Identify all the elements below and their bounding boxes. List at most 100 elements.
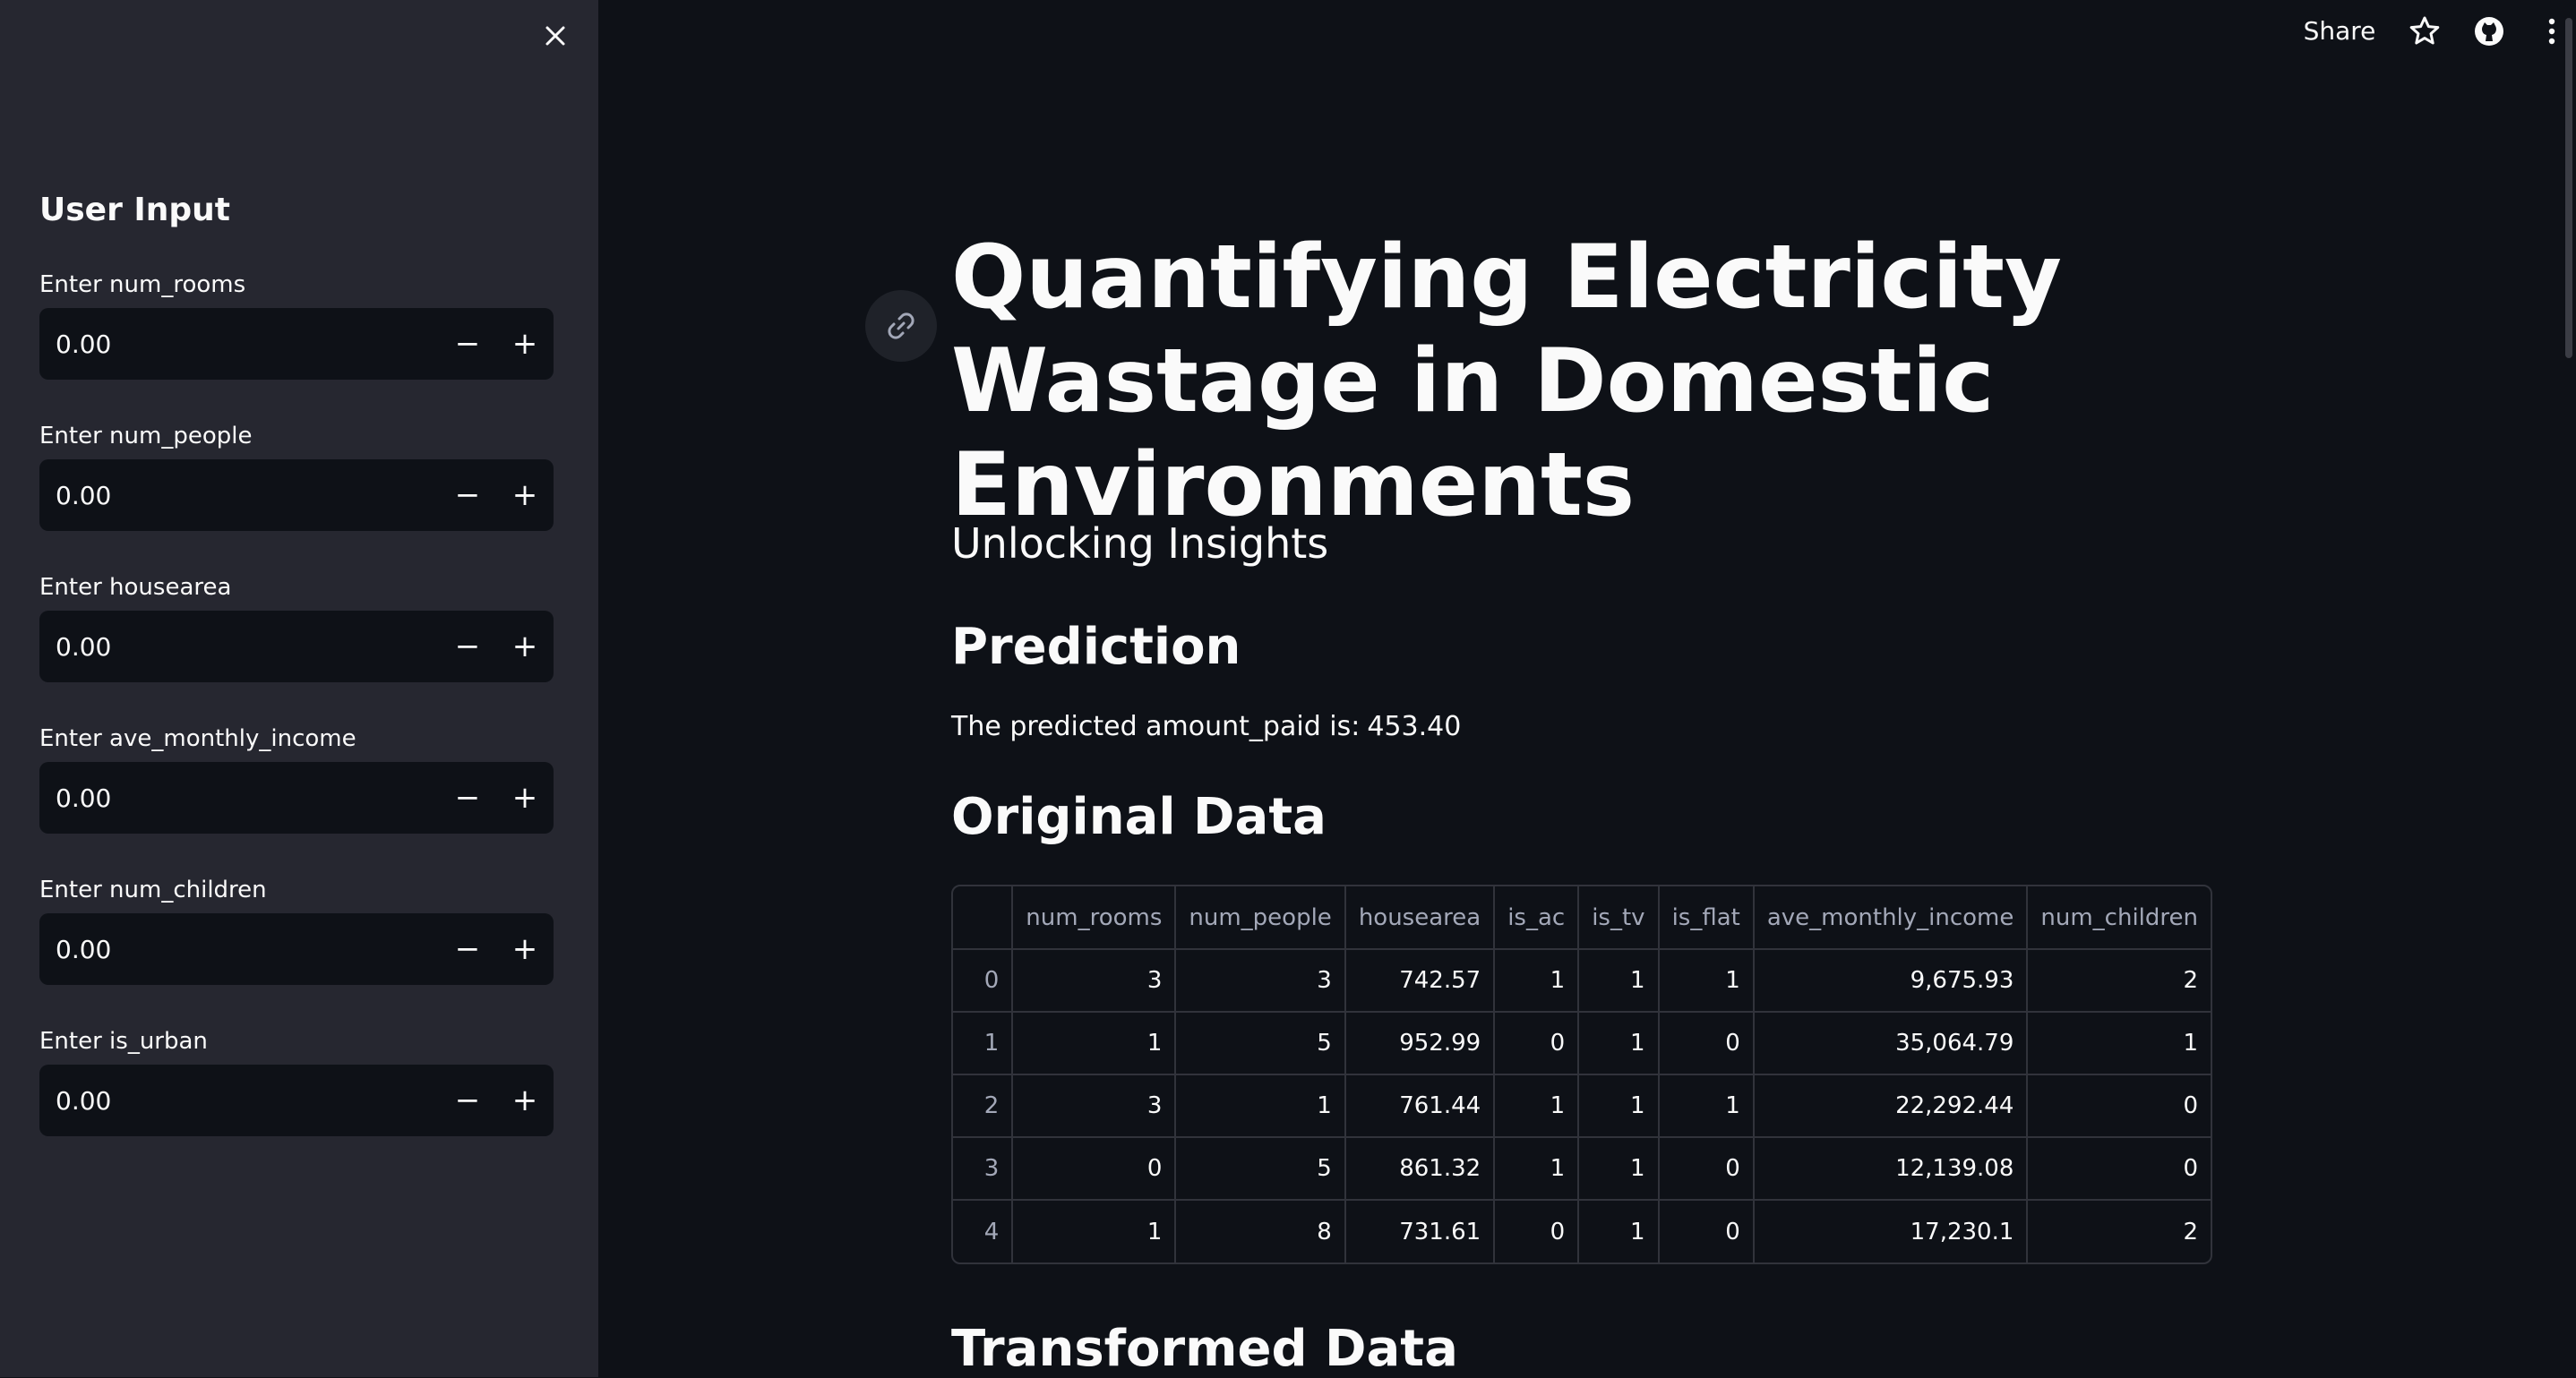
star-button[interactable] [2406, 13, 2443, 50]
row-index: 1 [953, 1012, 1014, 1075]
cell-is-tv[interactable]: 1 [1578, 1137, 1660, 1201]
cell-is-flat[interactable]: 0 [1658, 1012, 1755, 1075]
cell-ave-monthly-income[interactable]: 12,139.08 [1753, 1137, 2029, 1201]
table-row: 4 1 8 731.61 0 1 0 17,230.1 2 [953, 1200, 2211, 1262]
column-header-ave-monthly-income[interactable]: ave_monthly_income [1753, 886, 2029, 950]
cell-is-ac[interactable]: 1 [1494, 1137, 1580, 1201]
ave-monthly-income-increment-button[interactable]: + [511, 780, 538, 816]
ave-monthly-income-decrement-button[interactable]: − [454, 780, 481, 816]
field-ave-monthly-income: Enter ave_monthly_income − + [39, 721, 554, 834]
num-people-input[interactable] [39, 459, 439, 531]
ave-monthly-income-input-group: − + [39, 762, 554, 834]
prediction-heading: Prediction [951, 618, 1241, 676]
num-children-increment-button[interactable]: + [511, 931, 538, 967]
cell-num-people[interactable]: 3 [1175, 949, 1346, 1013]
cell-is-ac[interactable]: 0 [1494, 1012, 1580, 1075]
more-vertical-icon [2548, 18, 2555, 45]
row-index: 4 [953, 1200, 1014, 1262]
cell-num-children[interactable]: 1 [2027, 1012, 2211, 1075]
more-menu-button[interactable] [2533, 13, 2571, 50]
cell-housearea[interactable]: 761.44 [1344, 1074, 1496, 1138]
cell-num-rooms[interactable]: 0 [1012, 1137, 1177, 1201]
page-subtitle: Unlocking Insights [951, 519, 1329, 568]
app-header: Share [598, 0, 2576, 72]
cell-num-children[interactable]: 2 [2027, 949, 2211, 1013]
cell-ave-monthly-income[interactable]: 22,292.44 [1753, 1074, 2029, 1138]
star-icon [2409, 16, 2440, 45]
column-header-housearea[interactable]: housearea [1344, 886, 1496, 950]
field-label: Enter num_children [39, 877, 267, 903]
cell-is-flat[interactable]: 1 [1658, 949, 1755, 1013]
share-button[interactable]: Share [2303, 16, 2376, 46]
cell-housearea[interactable]: 861.32 [1344, 1137, 1496, 1201]
cell-ave-monthly-income[interactable]: 17,230.1 [1753, 1200, 2029, 1262]
num-children-decrement-button[interactable]: − [454, 931, 481, 967]
close-sidebar-button[interactable] [537, 18, 573, 54]
column-header-num-rooms[interactable]: num_rooms [1012, 886, 1177, 950]
num-children-input[interactable] [39, 913, 439, 985]
page-title: Quantifying Electricity Wastage in Domes… [951, 227, 2062, 536]
table-header-row: num_rooms num_people housearea is_ac is_… [953, 886, 2211, 950]
scrollbar-thumb[interactable] [2565, 18, 2572, 358]
field-label: Enter is_urban [39, 1028, 208, 1055]
cell-is-flat[interactable]: 0 [1658, 1137, 1755, 1201]
column-header-num-children[interactable]: num_children [2027, 886, 2211, 950]
is-urban-input[interactable] [39, 1065, 439, 1136]
cell-is-flat[interactable]: 1 [1658, 1074, 1755, 1138]
github-button[interactable] [2470, 13, 2508, 50]
cell-is-tv[interactable]: 1 [1578, 1012, 1660, 1075]
row-index: 0 [953, 949, 1014, 1013]
cell-housearea[interactable]: 742.57 [1344, 949, 1496, 1013]
is-urban-input-group: − + [39, 1065, 554, 1136]
housearea-increment-button[interactable]: + [511, 629, 538, 664]
housearea-input-group: − + [39, 611, 554, 682]
row-index: 2 [953, 1074, 1014, 1138]
cell-housearea[interactable]: 731.61 [1344, 1200, 1496, 1262]
cell-is-tv[interactable]: 1 [1578, 949, 1660, 1013]
num-people-increment-button[interactable]: + [511, 477, 538, 513]
cell-num-children[interactable]: 0 [2027, 1137, 2211, 1201]
original-data-table[interactable]: num_rooms num_people housearea is_ac is_… [951, 885, 2212, 1264]
cell-is-flat[interactable]: 0 [1658, 1200, 1755, 1262]
cell-num-people[interactable]: 5 [1175, 1137, 1346, 1201]
cell-num-people[interactable]: 5 [1175, 1012, 1346, 1075]
prediction-text: The predicted amount_paid is: 453.40 [951, 711, 1461, 742]
cell-is-ac[interactable]: 0 [1494, 1200, 1580, 1262]
num-rooms-decrement-button[interactable]: − [454, 326, 481, 362]
cell-is-ac[interactable]: 1 [1494, 1074, 1580, 1138]
table-row: 1 1 5 952.99 0 1 0 35,064.79 1 [953, 1012, 2211, 1075]
housearea-decrement-button[interactable]: − [454, 629, 481, 664]
cell-num-people[interactable]: 1 [1175, 1074, 1346, 1138]
github-icon [2475, 17, 2503, 46]
cell-is-tv[interactable]: 1 [1578, 1200, 1660, 1262]
sidebar-title: User Input [39, 192, 230, 228]
column-header-is-ac[interactable]: is_ac [1494, 886, 1580, 950]
cell-is-tv[interactable]: 1 [1578, 1074, 1660, 1138]
cell-num-rooms[interactable]: 1 [1012, 1200, 1177, 1262]
cell-num-children[interactable]: 2 [2183, 1218, 2198, 1245]
title-anchor-link[interactable] [865, 290, 937, 362]
housearea-input[interactable] [39, 611, 439, 682]
main-scrollbar[interactable] [2563, 0, 2576, 1377]
cell-ave-monthly-income[interactable]: 35,064.79 [1753, 1012, 2029, 1075]
cell-num-children[interactable]: 0 [2027, 1074, 2211, 1138]
cell-num-rooms[interactable]: 3 [1012, 1074, 1177, 1138]
cell-ave-monthly-income[interactable]: 9,675.93 [1753, 949, 2029, 1013]
cell-num-people[interactable]: 8 [1175, 1200, 1346, 1262]
column-header-is-flat[interactable]: is_flat [1658, 886, 1755, 950]
column-header-num-people[interactable]: num_people [1175, 886, 1346, 950]
num-people-decrement-button[interactable]: − [454, 477, 481, 513]
field-label: Enter num_people [39, 423, 253, 449]
cell-is-ac[interactable]: 1 [1494, 949, 1580, 1013]
row-index: 3 [953, 1137, 1014, 1201]
ave-monthly-income-input[interactable] [39, 762, 439, 834]
cell-num-rooms[interactable]: 3 [1012, 949, 1177, 1013]
num-rooms-increment-button[interactable]: + [511, 326, 538, 362]
is-urban-decrement-button[interactable]: − [454, 1083, 481, 1118]
column-header-is-tv[interactable]: is_tv [1578, 886, 1660, 950]
num-rooms-input[interactable] [39, 308, 439, 380]
num-people-input-group: − + [39, 459, 554, 531]
cell-housearea[interactable]: 952.99 [1344, 1012, 1496, 1075]
cell-num-rooms[interactable]: 1 [1012, 1012, 1177, 1075]
is-urban-increment-button[interactable]: + [511, 1083, 538, 1118]
